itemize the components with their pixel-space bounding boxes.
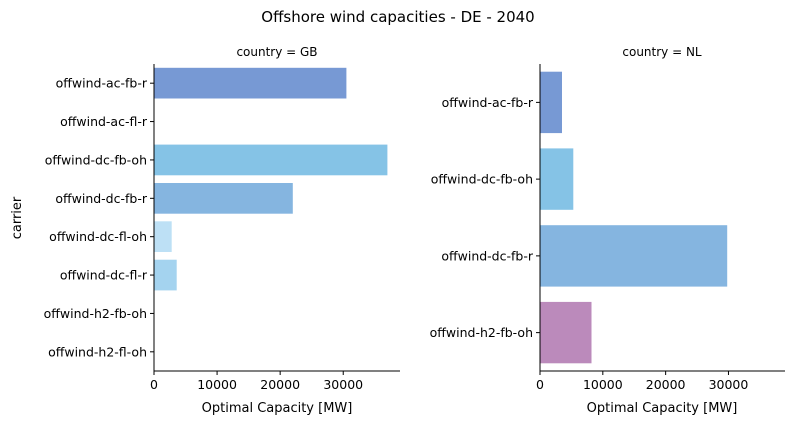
- x-tick-label: 30000: [323, 377, 363, 392]
- y-tick-label: offwind-dc-fb-r: [441, 248, 533, 263]
- y-tick-label: offwind-dc-fb-oh: [45, 152, 147, 167]
- y-tick-label: offwind-h2-fb-oh: [44, 306, 147, 321]
- y-axis-label: carrier: [10, 196, 25, 239]
- x-tick-label: 10000: [583, 377, 623, 392]
- bar-offwind-h2-fb-oh: [540, 301, 592, 364]
- bar-offwind-ac-fb-r: [540, 71, 562, 134]
- y-tick-label: offwind-ac-fb-r: [442, 95, 534, 110]
- bar-offwind-ac-fb-r: [154, 67, 347, 99]
- bar-offwind-dc-fb-r: [540, 225, 728, 287]
- x-tick-label: 10000: [197, 377, 237, 392]
- x-tick-label: 20000: [646, 377, 686, 392]
- y-tick-label: offwind-dc-fl-oh: [49, 229, 147, 244]
- y-tick-label: offwind-h2-fb-oh: [430, 325, 533, 340]
- panel-title-gb: country = GB: [236, 45, 317, 59]
- x-axis-label-gb: Optimal Capacity [MW]: [202, 401, 353, 416]
- y-tick-label: offwind-dc-fl-r: [60, 268, 148, 283]
- panel-nl: country = NL offwind-ac-fb-r offwind-dc-f…: [430, 45, 785, 416]
- x-tick-label: 20000: [260, 377, 300, 392]
- bar-offwind-dc-fb-r: [154, 183, 293, 214]
- y-tick-label: offwind-h2-fl-oh: [48, 344, 147, 359]
- x-tick-label: 0: [536, 377, 544, 392]
- y-tick-label: offwind-dc-fb-r: [55, 191, 147, 206]
- bar-offwind-dc-fb-oh: [154, 144, 388, 176]
- y-tick-label: offwind-ac-fl-r: [60, 114, 148, 129]
- y-tick-label: offwind-dc-fb-oh: [431, 172, 533, 187]
- y-tick-label: offwind-ac-fb-r: [56, 76, 148, 91]
- panel-title-nl: country = NL: [622, 45, 702, 59]
- x-tick-label: 0: [150, 377, 158, 392]
- x-axis-label-nl: Optimal Capacity [MW]: [587, 401, 738, 416]
- bar-offwind-dc-fb-oh: [540, 148, 574, 210]
- panel-gb: country = GB offwind-ac-fb-r offwind-ac-f…: [44, 45, 400, 416]
- chart-title: Offshore wind capacities - DE - 2040: [261, 8, 534, 26]
- x-tick-label: 30000: [709, 377, 749, 392]
- bar-offwind-dc-fl-oh: [154, 221, 172, 252]
- bar-offwind-dc-fl-r: [154, 259, 177, 291]
